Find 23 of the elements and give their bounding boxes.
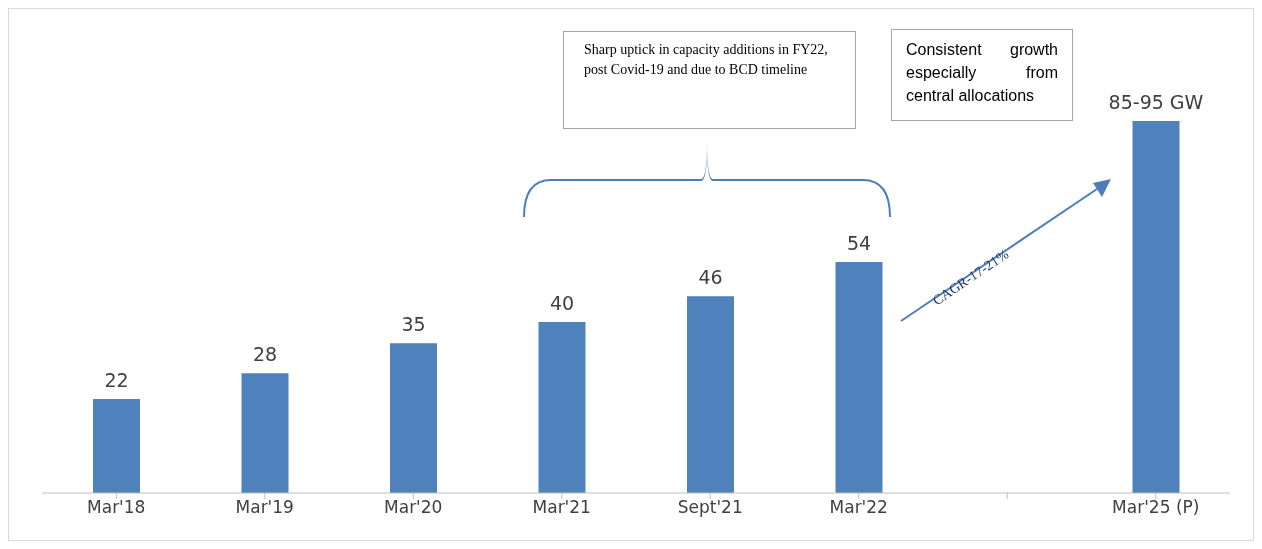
bar — [835, 262, 883, 493]
bar — [538, 321, 586, 493]
text-box: Sharp uptick in capacity additions in FY22, post Covid-19 and due to BCD timeline — [563, 31, 856, 129]
bar — [93, 398, 140, 493]
x-tick-label: Sept'21 — [677, 497, 743, 518]
data-label: 40 — [549, 291, 575, 314]
bar — [390, 343, 437, 493]
text-box: Consistent growth especially from central allocations — [891, 29, 1073, 121]
x-tick-label: Mar'20 — [384, 497, 443, 518]
data-label: 35 — [401, 313, 426, 336]
bar — [1132, 121, 1180, 493]
data-label: 22 — [104, 368, 129, 391]
data-label: 46 — [698, 266, 723, 289]
x-tick-label: Mar'18 — [87, 497, 146, 518]
bar — [687, 296, 734, 493]
data-label: 54 — [846, 232, 872, 255]
x-tick-label: Mar'22 — [829, 497, 888, 518]
x-tick-label: Mar'21 — [532, 497, 591, 518]
bar — [241, 373, 289, 493]
x-tick-label: Mar'19 — [235, 497, 294, 518]
x-tick-label: Mar'25 (P) — [1112, 497, 1200, 518]
data-label: 28 — [252, 343, 278, 366]
data-label: 85-95 GW — [1108, 91, 1204, 113]
